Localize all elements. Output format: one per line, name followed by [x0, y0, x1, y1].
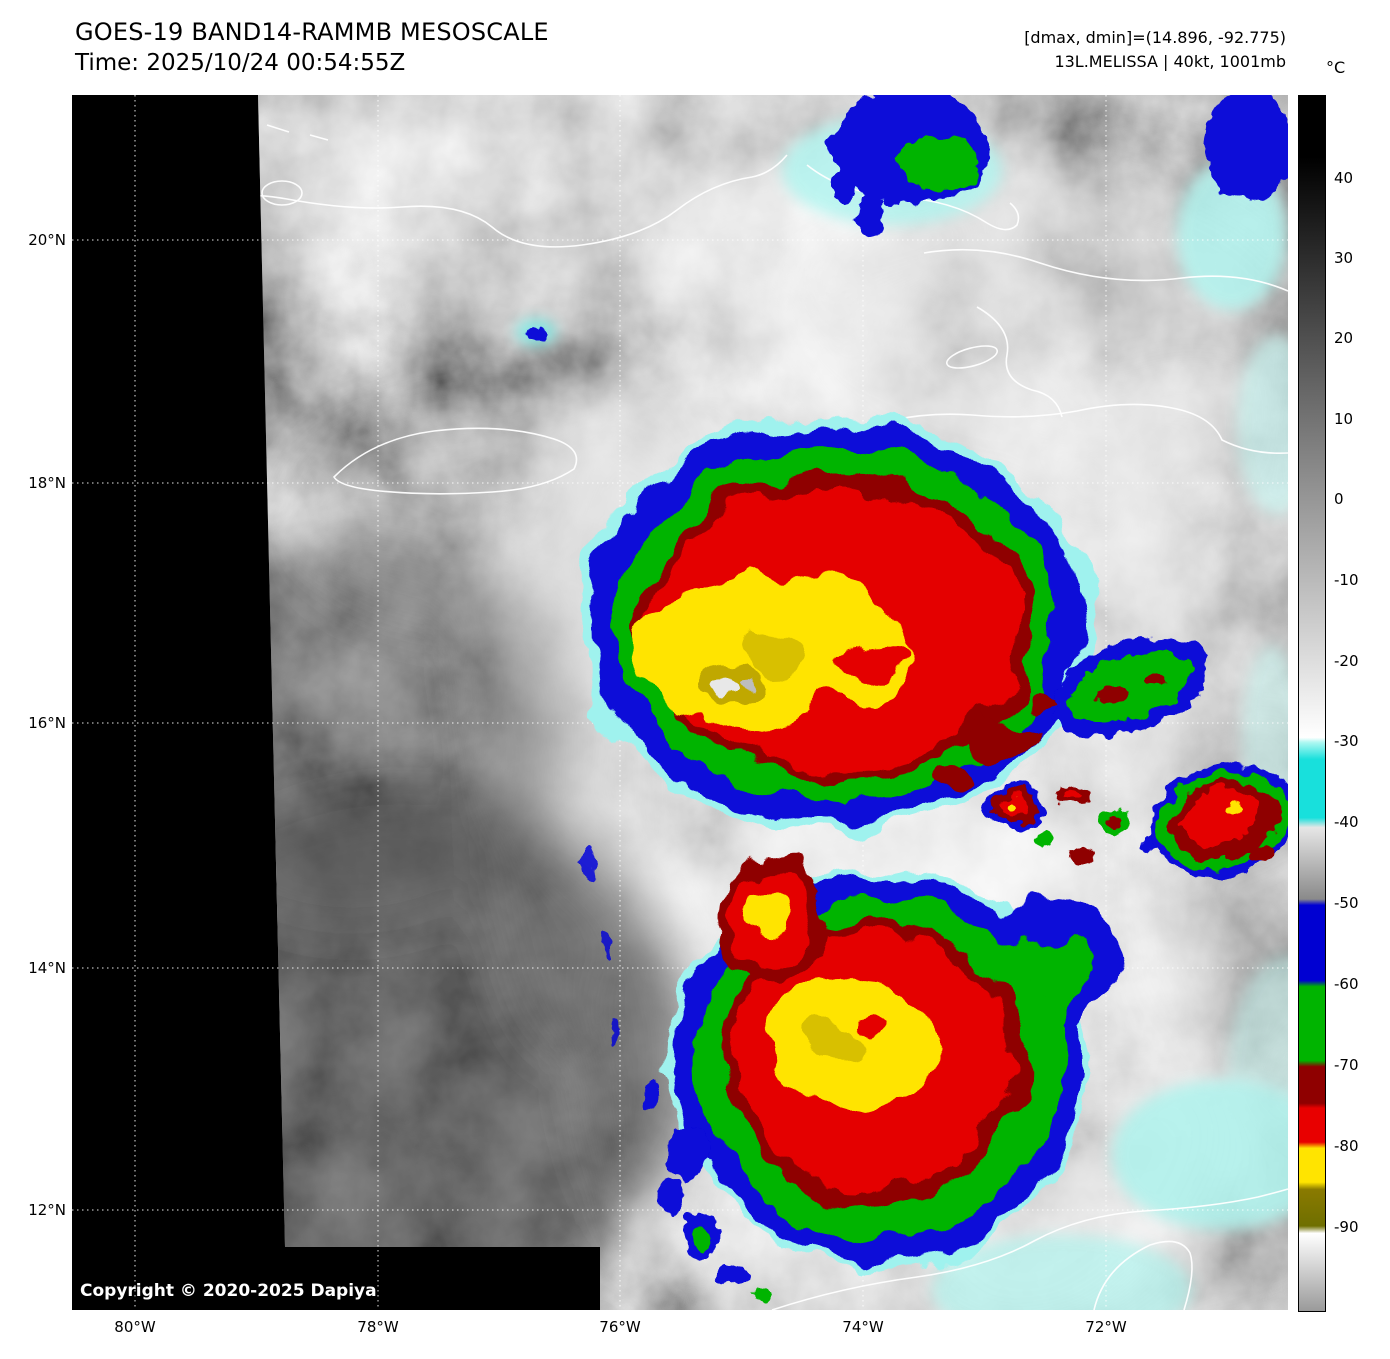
timestamp: Time: 2025/10/24 00:54:55Z: [75, 50, 406, 76]
colorbar-tick-m50: -50: [1334, 894, 1359, 912]
gonave-island: [945, 345, 999, 369]
header-readouts: [dmax, dmin]=(14.896, -92.775) 13L.MELIS…: [1024, 26, 1286, 74]
lon-label-80w: 80°W: [114, 1318, 156, 1336]
colorbar-tick-40: 40: [1334, 169, 1354, 187]
colorbar-gradient: [1298, 95, 1326, 1312]
lon-label-72w: 72°W: [1085, 1318, 1127, 1336]
colorbar-tick-10: 10: [1334, 410, 1354, 428]
south-storm-core: [666, 863, 1122, 1267]
coastline-guajira: [1093, 1240, 1193, 1310]
satellite-map-image: Copyright © 2020-2025 Dapiya: [72, 95, 1288, 1310]
dmax-dmin-readout: [dmax, dmin]=(14.896, -92.775): [1024, 28, 1286, 47]
coastline-south-america: [771, 1188, 1288, 1310]
storm-readout: 13L.MELISSA | 40kt, 1001mb: [1054, 52, 1286, 71]
east-appendage-cell: [1051, 637, 1209, 737]
lat-label-20n: 20°N: [28, 231, 66, 249]
lat-label-12n: 12°N: [28, 1201, 66, 1219]
copyright-notice: Copyright © 2020-2025 Dapiya: [80, 1281, 377, 1301]
product-title: GOES-19 BAND14-RAMMB MESOSCALE: [75, 18, 549, 46]
colorbar-tick-m80: -80: [1334, 1137, 1359, 1155]
colorbar-tick-20: 20: [1334, 329, 1354, 347]
colorbar-unit-label: °C: [1326, 58, 1346, 77]
colorbar-tick-m40: -40: [1334, 813, 1359, 831]
colorbar-tick-m60: -60: [1334, 975, 1359, 993]
lon-label-74w: 74°W: [842, 1318, 884, 1336]
colorbar-tick-0: 0: [1334, 490, 1344, 508]
isle-of-youth: [261, 180, 303, 206]
colorbar-tick-m90: -90: [1334, 1218, 1359, 1236]
cold-cloud-top-layer: [527, 95, 1288, 1301]
lat-label-16n: 16°N: [28, 714, 66, 732]
coastline-haiti-gulf: [976, 306, 1063, 418]
east-cell: [1151, 763, 1288, 879]
colorbar-tick-m70: -70: [1334, 1056, 1359, 1074]
colorbar-tick-m30: -30: [1334, 732, 1359, 750]
satellite-imagery: [72, 95, 1288, 1310]
north-cold-patches: [527, 95, 1288, 338]
cuba-cays: [258, 116, 329, 272]
colorbar-tick-m20: -20: [1334, 652, 1359, 670]
lat-label-18n: 18°N: [28, 474, 66, 492]
coastline-hispaniola-north: [923, 248, 1288, 292]
colorbar-tick-30: 30: [1334, 249, 1354, 267]
main-storm-core: [576, 411, 1092, 835]
lat-label-14n: 14°N: [28, 959, 66, 977]
coastline-jamaica: [332, 427, 578, 495]
colorbar-tick-m10: -10: [1334, 571, 1359, 589]
mid-cluster-cells: [985, 783, 1166, 863]
lon-label-76w: 76°W: [599, 1318, 641, 1336]
lon-label-78w: 78°W: [357, 1318, 399, 1336]
southwest-fragment-cells: [582, 849, 772, 1301]
